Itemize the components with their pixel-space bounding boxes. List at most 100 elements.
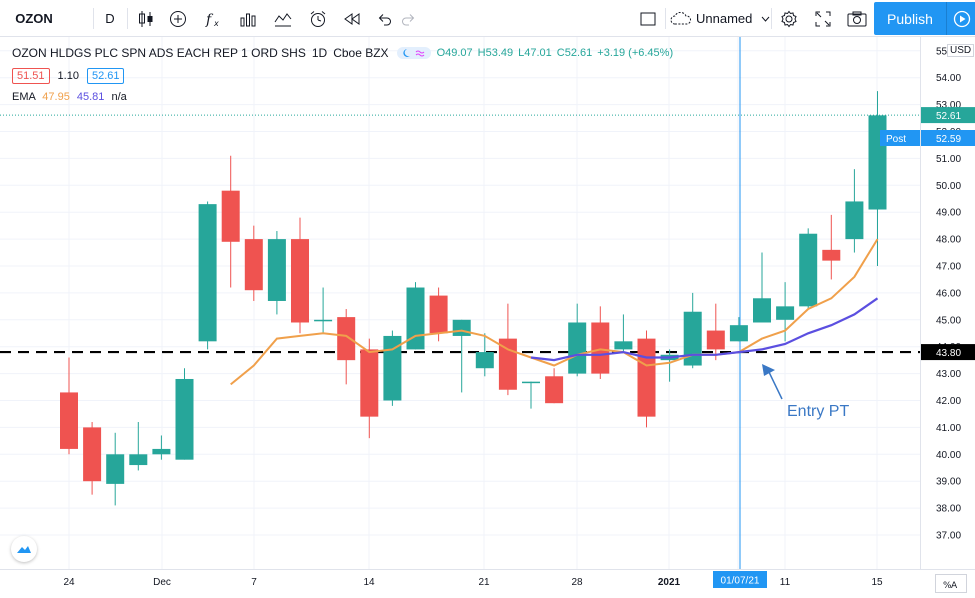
hline-price-label: 43.80	[936, 348, 961, 359]
candle-body	[637, 338, 656, 417]
currency-label[interactable]: USD	[947, 44, 975, 57]
ask-price[interactable]: 52.61	[86, 68, 125, 84]
candle-body	[244, 239, 263, 291]
candle-body	[799, 233, 818, 307]
crosshair-date-tag	[713, 571, 767, 588]
bid-ask-row: 51.51 1.10 52.61	[12, 67, 673, 85]
redo-icon[interactable]	[397, 0, 421, 37]
replay-icon[interactable]	[339, 0, 365, 37]
candle-body	[475, 352, 494, 369]
fullscreen-icon[interactable]	[810, 0, 836, 37]
legend-low: L47.01	[518, 47, 552, 59]
candle	[475, 333, 494, 377]
candle-body	[545, 376, 564, 404]
candle-body	[683, 311, 702, 366]
interval-button[interactable]: D	[105, 11, 115, 26]
candle	[568, 303, 587, 377]
candles-icon[interactable]	[133, 0, 159, 37]
time-axis-settings-icon[interactable]: % A	[935, 574, 967, 593]
entry-label: Entry PT	[787, 403, 849, 420]
candle-body	[383, 335, 402, 401]
time-tick: 2021	[658, 577, 681, 588]
candle-body	[753, 298, 771, 323]
last-price-tag	[921, 107, 975, 124]
ema-extra-value: n/a	[111, 91, 127, 103]
svg-text:f: f	[205, 12, 214, 28]
layout-icon[interactable]	[635, 0, 661, 37]
legend-high: H53.49	[477, 47, 514, 59]
legend-change: +3.19 (+6.45%)	[597, 47, 674, 59]
publish-button[interactable]: Publish	[874, 2, 946, 35]
candle-body	[776, 306, 795, 320]
price-tick: 49.00	[936, 208, 961, 219]
hline-price-tag	[921, 344, 975, 361]
ema-fast-value: 47.95	[42, 91, 70, 103]
market-status-icon[interactable]	[396, 47, 431, 59]
post-label: Post	[886, 134, 906, 145]
snapshot-icon[interactable]	[844, 0, 870, 37]
candle-body	[60, 392, 78, 449]
price-tick: 41.00	[936, 423, 961, 434]
candle-body	[360, 349, 379, 417]
candle-body	[291, 239, 309, 323]
candle-body	[822, 249, 841, 261]
legend-title[interactable]: OZON HLDGS PLC SPN ADS EACH REP 1 ORD SH…	[12, 46, 306, 60]
candle-body	[129, 454, 148, 466]
candle	[822, 214, 841, 280]
time-tick: 11	[780, 577, 791, 588]
price-tick: 50.00	[936, 181, 961, 192]
candle-body	[845, 201, 864, 240]
play-icon[interactable]	[946, 2, 975, 35]
post-price-label: 52.59	[936, 134, 961, 145]
chart-type-icon[interactable]	[270, 0, 296, 37]
price-axis[interactable]: 37.0038.0039.0040.0041.0042.0043.0044.00…	[920, 37, 975, 569]
candle	[221, 155, 240, 288]
toolbar-divider	[665, 8, 666, 29]
svg-text:A: A	[951, 581, 958, 589]
candle	[545, 368, 564, 404]
templates-icon[interactable]	[235, 0, 261, 37]
candle	[637, 330, 656, 428]
layout-name-dropdown[interactable]: Unnamed	[670, 0, 770, 37]
candle	[753, 252, 771, 323]
spread-value: 1.10	[57, 70, 79, 82]
time-tick: 24	[63, 577, 75, 588]
candle-body	[522, 381, 540, 384]
entry-arrow-icon	[762, 364, 775, 376]
svg-text:%: %	[943, 581, 952, 589]
compare-icon[interactable]	[165, 0, 191, 37]
candle	[175, 368, 194, 460]
time-axis[interactable]: 24 Dec 7 14 21 28 2021 11 15 01/07/21 % A	[0, 569, 975, 595]
time-tick: 14	[363, 577, 375, 588]
time-axis-scale[interactable]: 24 Dec 7 14 21 28 2021 11 15 01/07/21	[0, 570, 975, 595]
price-axis-scale[interactable]: 37.0038.0039.0040.0041.0042.0043.0044.00…	[921, 37, 975, 569]
price-tick: 54.00	[936, 73, 961, 84]
price-tick: 38.00	[936, 504, 961, 515]
candle-body	[175, 378, 194, 460]
ema-legend-row[interactable]: EMA 47.95 45.81 n/a	[12, 91, 673, 105]
ema-label: EMA	[12, 91, 36, 103]
grid-lines	[0, 37, 920, 569]
candle-body	[568, 322, 587, 374]
candles	[60, 91, 887, 506]
price-chart[interactable]: Entry PT Post	[0, 37, 920, 569]
candle	[337, 309, 356, 385]
candle-body	[706, 330, 725, 350]
time-tick: Dec	[153, 577, 171, 588]
bid-price[interactable]: 51.51	[12, 68, 50, 84]
last-price-label: 52.61	[936, 111, 961, 122]
candle-body	[429, 295, 448, 334]
alert-icon[interactable]	[305, 0, 331, 37]
symbol-search-button[interactable]: OZON	[15, 11, 53, 26]
price-tick: 47.00	[936, 262, 961, 273]
undo-icon[interactable]	[372, 0, 396, 37]
price-tick: 39.00	[936, 477, 961, 488]
candle	[291, 217, 309, 334]
candle-body	[83, 427, 102, 482]
price-tick: 43.00	[936, 369, 961, 380]
tradingview-logo-icon[interactable]	[11, 536, 37, 562]
candle	[522, 381, 540, 409]
settings-icon[interactable]	[776, 0, 802, 37]
toolbar-divider	[93, 8, 94, 29]
